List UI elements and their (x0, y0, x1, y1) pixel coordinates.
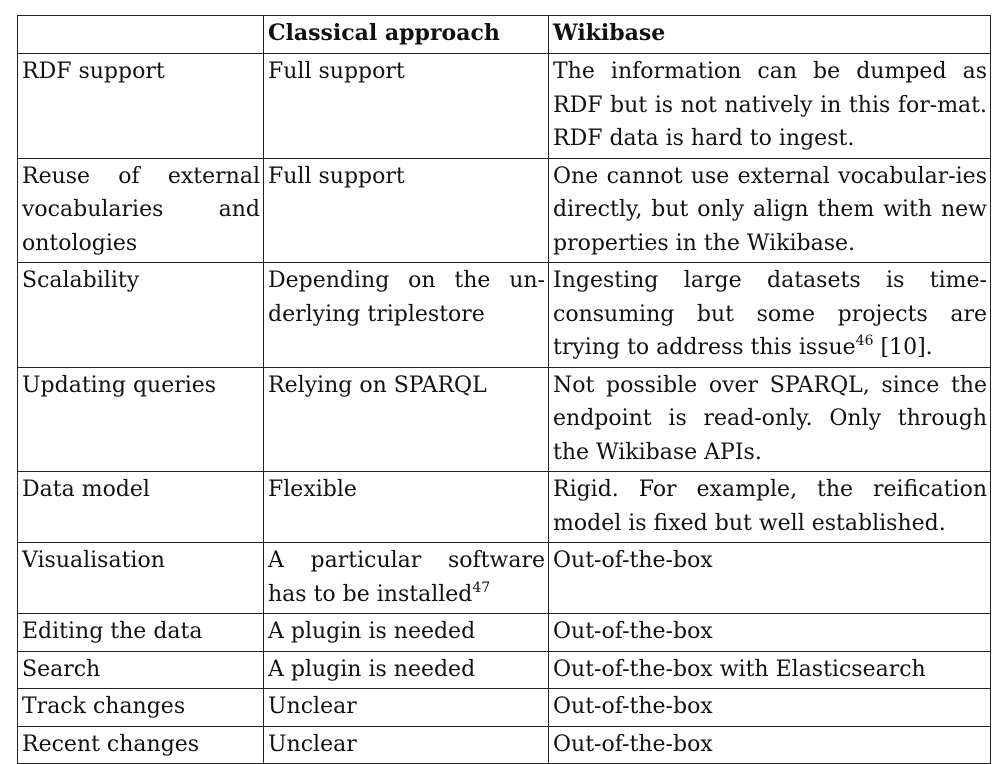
feature-cell: Scalability (17, 262, 264, 368)
wikibase-cell: Out-of-the-box (548, 613, 991, 652)
wikibase-cell: Ingesting large datasets is time-consumi… (548, 262, 991, 368)
wikibase-cell: One cannot use external vocabular-ies di… (548, 157, 991, 263)
feature-cell: Search (17, 650, 264, 689)
feature-cell: Updating queries (17, 366, 264, 472)
wikibase-cell: Out-of-the-box (548, 688, 991, 727)
table-row: Track changes Unclear Out-of-the-box (17, 688, 991, 727)
table-row: Data model Flexible Rigid. For example, … (17, 471, 991, 543)
classical-cell: Flexible (263, 471, 549, 543)
feature-cell: RDF support (17, 53, 264, 159)
table-row: RDF support Full support The information… (17, 53, 991, 159)
wikibase-cell: Out-of-the-box (548, 542, 991, 614)
classical-cell: Unclear (263, 725, 549, 764)
comparison-table-container: Classical approach Wikibase RDF support … (17, 15, 991, 764)
classical-cell: Full support (263, 157, 549, 263)
table-row: Search A plugin is needed Out-of-the-box… (17, 650, 991, 689)
feature-cell: Track changes (17, 688, 264, 727)
classical-cell: Depending on the un-derlying triplestore (263, 262, 549, 368)
table-row: Scalability Depending on the un-derlying… (17, 262, 991, 368)
wikibase-cell: Rigid. For example, the reification mode… (548, 471, 991, 543)
header-feature (17, 15, 264, 54)
header-classical-approach: Classical approach (263, 15, 549, 54)
feature-cell: Recent changes (17, 725, 264, 764)
header-wikibase: Wikibase (548, 15, 991, 54)
footnote-marker: 47 (472, 579, 491, 596)
comparison-table: Classical approach Wikibase RDF support … (17, 15, 991, 764)
wikibase-cell: Not possible over SPARQL, since the endp… (548, 366, 991, 472)
footnote-marker: 46 (855, 333, 874, 349)
header-row: Classical approach Wikibase (17, 15, 991, 54)
classical-cell: Full support (263, 53, 549, 159)
table-row: Reuse of external vocabularies and ontol… (17, 157, 991, 263)
feature-cell: Reuse of external vocabularies and ontol… (17, 157, 264, 263)
wikibase-cell: The information can be dumped as RDF but… (548, 53, 991, 159)
classical-cell: A particular software has to be installe… (263, 542, 549, 614)
feature-cell: Visualisation (17, 542, 264, 614)
feature-cell: Data model (17, 471, 264, 543)
classical-text: A particular software has to be installe… (268, 548, 545, 607)
wikibase-text: Ingesting large datasets is time-consumi… (553, 268, 987, 360)
wikibase-cell: Out-of-the-box with Elasticsearch (548, 650, 991, 689)
table-row: Visualisation A particular software has … (17, 542, 991, 614)
classical-cell: A plugin is needed (263, 613, 549, 652)
classical-cell: Relying on SPARQL (263, 366, 549, 472)
citation-text: [10]. (873, 335, 933, 360)
wikibase-cell: Out-of-the-box (548, 725, 991, 764)
table-row: Editing the data A plugin is needed Out-… (17, 613, 991, 652)
feature-cell: Editing the data (17, 613, 264, 652)
table-row: Updating queries Relying on SPARQL Not p… (17, 366, 991, 472)
classical-cell: A plugin is needed (263, 650, 549, 689)
table-row: Recent changes Unclear Out-of-the-box (17, 725, 991, 764)
classical-cell: Unclear (263, 688, 549, 727)
